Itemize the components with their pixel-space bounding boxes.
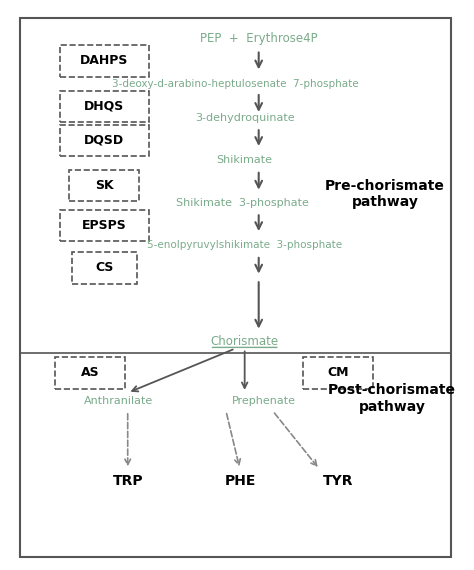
FancyBboxPatch shape [60,210,149,241]
Text: Chorismate: Chorismate [210,335,279,348]
Text: TRP: TRP [112,474,143,488]
FancyBboxPatch shape [55,357,125,389]
Text: EPSPS: EPSPS [82,219,127,232]
Text: DQSD: DQSD [84,134,124,147]
Text: Prephenate: Prephenate [231,396,295,406]
Text: CS: CS [95,262,113,275]
FancyBboxPatch shape [60,91,149,122]
Text: AS: AS [81,367,100,380]
FancyBboxPatch shape [60,46,149,76]
Text: PEP  +  Erythrose4P: PEP + Erythrose4P [200,32,318,45]
Text: 3-deoxy-d-arabino-heptulosenate  7-phosphate: 3-deoxy-d-arabino-heptulosenate 7-phosph… [112,79,359,89]
FancyBboxPatch shape [303,357,374,389]
Text: 3-dehydroquinate: 3-dehydroquinate [195,113,294,123]
Text: PHE: PHE [224,474,255,488]
Text: Anthranilate: Anthranilate [84,396,153,406]
Text: SK: SK [95,179,114,192]
Text: DHQS: DHQS [84,100,125,113]
Text: Shikimate: Shikimate [217,155,273,165]
FancyBboxPatch shape [60,125,149,156]
FancyBboxPatch shape [72,253,137,284]
Text: Post-chorismate
pathway: Post-chorismate pathway [328,384,456,414]
Text: TYR: TYR [323,474,354,488]
FancyBboxPatch shape [69,170,139,201]
Text: Shikimate  3-phosphate: Shikimate 3-phosphate [176,198,309,207]
Text: 5-enolpyruvylshikimate  3-phosphate: 5-enolpyruvylshikimate 3-phosphate [147,241,342,250]
Text: CM: CM [328,367,349,380]
Text: DAHPS: DAHPS [80,55,128,67]
Text: Pre-chorismate
pathway: Pre-chorismate pathway [325,179,445,209]
